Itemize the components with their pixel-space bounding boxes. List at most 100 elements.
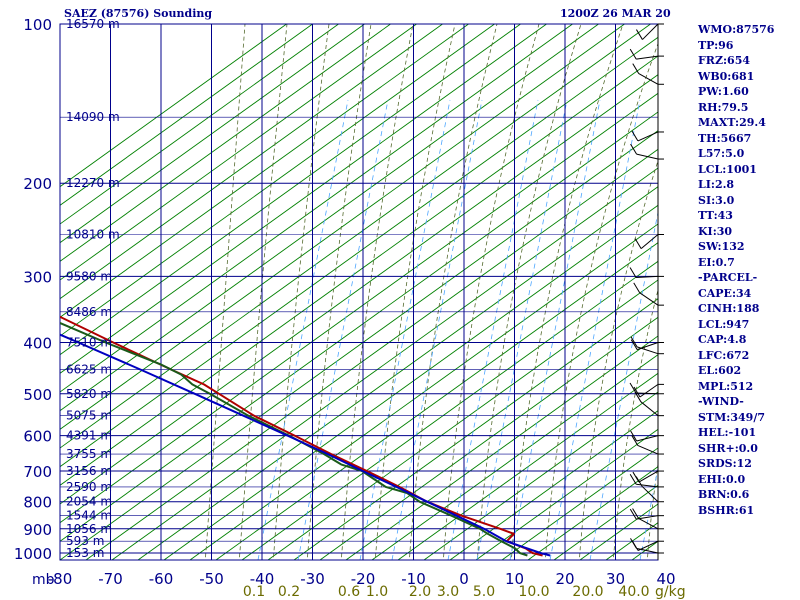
index-line: RH:79.5 <box>698 100 749 114</box>
dry-adiabat <box>60 24 288 188</box>
wind-barb-feather <box>631 435 639 446</box>
dry-adiabat <box>293 298 658 560</box>
dry-adiabat <box>189 223 658 560</box>
wind-barb-feather <box>630 538 637 549</box>
index-line: TP:96 <box>698 38 734 52</box>
temperature-tick-label: -50 <box>199 570 224 588</box>
height-label: 5075 m <box>66 409 112 423</box>
wind-barb <box>638 518 659 530</box>
index-line: CAPE:34 <box>698 286 752 300</box>
height-label: 8486 m <box>66 305 112 319</box>
pressure-gridlines <box>59 23 659 561</box>
moist-adiabat <box>204 24 246 560</box>
index-line: TT:43 <box>698 209 733 222</box>
mixing-ratio-label: 1.0 <box>366 584 388 600</box>
chart-time: 1200Z 26 MAR 20 <box>560 7 671 20</box>
dry-adiabat <box>60 24 314 206</box>
height-label: 1056 m <box>66 522 112 536</box>
pressure-tick-label: 600 <box>23 428 52 446</box>
wind-barb-feather <box>635 476 643 487</box>
wind-barb-feather <box>631 130 639 142</box>
wind-barb-column <box>629 23 664 560</box>
height-label: 7510 m <box>66 335 112 349</box>
index-line: CAP:4.8 <box>698 333 747 346</box>
sounding-series <box>60 315 551 557</box>
height-label: 6625 m <box>66 363 112 377</box>
temperature-tick-label: -80 <box>48 570 73 588</box>
height-label: 9580 m <box>66 269 112 283</box>
mixing-ratio-line <box>359 99 451 560</box>
dry-adiabat <box>60 24 574 393</box>
moist-adiabat <box>510 24 624 560</box>
temperature-tick-label: -20 <box>351 570 376 588</box>
wind-barb <box>640 234 659 250</box>
wind-barb <box>637 131 659 142</box>
index-line: PW:1.60 <box>698 85 749 98</box>
wind-barb-feather <box>636 29 643 40</box>
height-label: 3156 m <box>66 464 112 478</box>
height-label: 4391 m <box>66 429 112 443</box>
index-line: BRN:0.6 <box>698 488 750 501</box>
index-line: STM:349/7 <box>698 410 765 424</box>
wind-barb-feather <box>630 143 637 155</box>
mixing-ratio-line <box>476 99 568 560</box>
height-label: 1544 m <box>66 509 112 523</box>
temperature-tick-label: 30 <box>606 570 625 588</box>
dry-adiabat <box>267 279 658 560</box>
height-label: 5820 m <box>66 387 112 401</box>
grid-layer <box>60 24 658 560</box>
wind-barb <box>636 515 659 520</box>
wind-barb <box>638 73 659 85</box>
dry-adiabat <box>60 24 548 374</box>
wind-barb <box>635 392 659 395</box>
wind-barb <box>636 346 659 355</box>
wind-barb <box>636 153 659 160</box>
dry-adiabat <box>60 111 658 542</box>
height-label: 10810 m <box>66 228 120 242</box>
mixing-ratio-line <box>257 99 349 560</box>
dry-adiabat <box>371 354 658 560</box>
index-line: CINH:188 <box>698 302 760 315</box>
mixing-ratio-unit: g/kg <box>655 584 686 600</box>
wind-barb-feather <box>633 282 641 294</box>
moist-adiabat <box>272 24 330 560</box>
dry-adiabat <box>475 428 658 560</box>
temperature-tick-label: -70 <box>98 570 123 588</box>
wind-barb-feather <box>630 336 638 348</box>
moist-adiabat <box>442 24 540 560</box>
dry-adiabat <box>111 167 658 560</box>
mixing-ratio-line <box>509 99 601 560</box>
pressure-axis-label: mb <box>32 572 55 588</box>
dry-adiabat <box>60 24 626 430</box>
dry-adiabat <box>60 24 600 412</box>
dry-adiabat <box>423 391 658 560</box>
pressure-tick-label: 200 <box>23 175 52 193</box>
height-label: 12270 m <box>66 176 120 190</box>
temperature-tick-label: 40 <box>656 570 675 588</box>
dry-adiabat <box>319 316 658 560</box>
dry-adiabat <box>241 260 658 560</box>
wind-barb <box>636 483 659 488</box>
mixing-ratio-line <box>447 99 539 560</box>
wind-barb <box>636 275 659 279</box>
temperature-tick-label: -10 <box>401 570 426 588</box>
dry-adiabat <box>85 148 658 560</box>
pressure-tick-label: 900 <box>23 521 52 539</box>
mixing-ratio-label: 3.0 <box>437 584 459 600</box>
index-line: -PARCEL- <box>698 271 758 284</box>
wind-barb <box>639 383 659 398</box>
index-line: EL:602 <box>698 364 742 377</box>
height-label: 2590 m <box>66 480 112 494</box>
dry-adiabat <box>60 24 444 300</box>
plot-frame <box>59 23 659 561</box>
height-label: 2054 m <box>66 495 112 509</box>
mixing-ratio-line <box>589 210 658 560</box>
mixing-ratio-label: 40.0 <box>618 584 649 600</box>
pressure-tick-label: 1000 <box>14 545 52 563</box>
index-line: LCL:1001 <box>698 162 757 176</box>
wind-barb <box>637 444 659 455</box>
index-line: FRZ:654 <box>698 54 751 67</box>
mixing-ratio-label: 20.0 <box>572 584 603 600</box>
dry-adiabat <box>60 130 658 560</box>
dry-adiabat <box>137 186 658 560</box>
